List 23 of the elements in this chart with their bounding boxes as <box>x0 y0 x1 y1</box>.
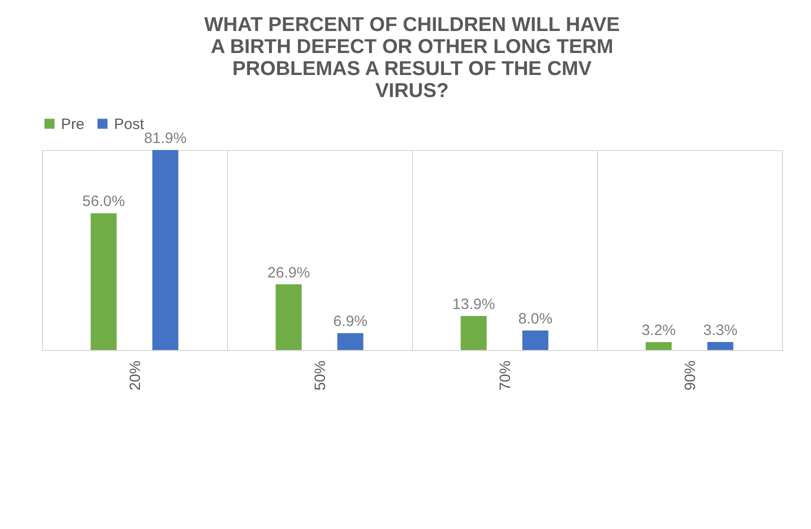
bar <box>276 284 302 350</box>
bar <box>90 213 117 350</box>
data-label: 6.9% <box>333 313 368 330</box>
data-label: 13.9% <box>452 296 495 314</box>
x-tick-label: 70% <box>497 360 514 391</box>
x-tick-label: 90% <box>682 360 699 391</box>
data-label: 3.2% <box>642 322 676 340</box>
bar <box>646 342 672 350</box>
data-label: 26.9% <box>267 264 310 282</box>
x-tick-label: 50% <box>312 360 329 391</box>
legend-label: Pre <box>61 116 84 133</box>
data-label: 81.9% <box>144 130 187 147</box>
legend-label: Post <box>114 116 145 133</box>
bar <box>522 330 548 350</box>
bar <box>337 333 364 350</box>
bar <box>152 150 178 350</box>
data-label: 3.3% <box>703 322 738 339</box>
data-label: 56.0% <box>82 193 125 210</box>
x-tick-label: 20% <box>127 360 144 391</box>
bar <box>460 316 487 350</box>
data-label: 8.0% <box>518 310 552 328</box>
chart-title: WHAT PERCENT OF CHILDREN WILL HAVE A BIRTH DEFECT OR OTHER LONG TERM PROBLEMAS A RESULT OF THE CMV VIRUS? <box>204 14 620 102</box>
bar <box>707 342 734 350</box>
